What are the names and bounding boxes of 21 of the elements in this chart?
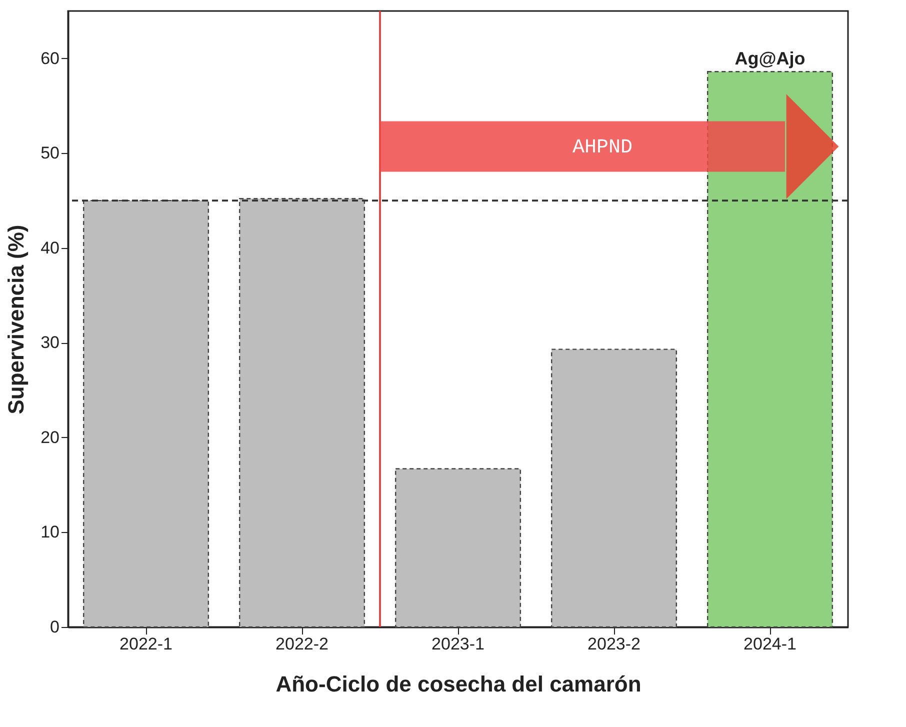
bar (707, 71, 833, 628)
bar (551, 348, 677, 628)
y-tick-label: 10 (40, 522, 60, 542)
y-tick-label: 50 (40, 144, 60, 163)
x-tick-label: 2022-2 (276, 634, 328, 654)
annotation: AHPND (572, 136, 633, 160)
x-axis-title: Año-Ciclo de cosecha del camarón (276, 672, 642, 696)
x-tick-label: 2024-1 (744, 634, 796, 654)
y-tick-label: 0 (50, 618, 60, 636)
y-axis-title: Supervivencia (%) (4, 224, 29, 414)
bar (83, 200, 209, 628)
x-tick-label: 2023-1 (432, 634, 484, 654)
y-tick-label: 30 (40, 333, 60, 352)
x-tick-label: 2023-2 (588, 634, 640, 654)
bar (239, 198, 365, 628)
bar (395, 468, 521, 628)
y-tick-label: 40 (40, 238, 60, 258)
x-tick-label: 2022-1 (120, 634, 172, 654)
y-tick-label: 60 (40, 48, 60, 68)
annotation: Ag@Ajo (734, 48, 806, 69)
y-tick-label: 20 (40, 428, 60, 447)
